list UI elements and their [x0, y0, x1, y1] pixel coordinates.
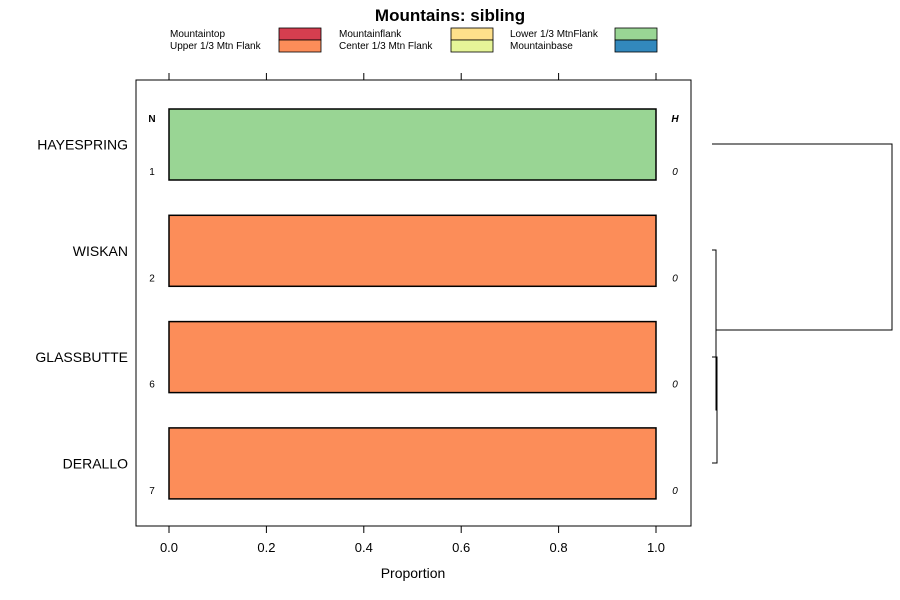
bar-segment-wiskan-upper-1-3-mtn-flank [169, 215, 656, 287]
h-value-derallo: 0 [672, 486, 678, 497]
bar-outline-hayespring [168, 108, 657, 181]
legend-label-mountainbase: Mountainbase [510, 41, 573, 52]
bars-group: HAYESPRING 1 0 WISKAN 2 0 GLASSBUTTE 6 0 DERALLO 7… [35, 108, 678, 500]
legend-swatch-mountainflank [450, 27, 494, 41]
category-label-wiskan: WISKAN [73, 243, 128, 259]
chart-title: Mountains: sibling [375, 6, 525, 25]
x-tick-label: 0.6 [452, 540, 470, 555]
h-value-hayespring: 0 [672, 167, 678, 178]
dendrogram [712, 143, 893, 464]
category-label-derallo: DERALLO [63, 455, 128, 471]
bar-outline-derallo [168, 427, 657, 500]
legend-label-mountainflank: Mountainflank [339, 29, 402, 40]
x-axis-label: Proportion [381, 565, 446, 581]
h-value-wiskan: 0 [672, 273, 678, 284]
n-value-derallo: 7 [149, 486, 155, 497]
dendrogram-branch-hayespring [712, 143, 893, 331]
legend-label-upper-1-3-mtn-flank: Upper 1/3 Mtn Flank [170, 41, 262, 52]
legend-swatch-center-1-3-mtn-flank [450, 39, 494, 53]
x-tick-label: 0.8 [550, 540, 568, 555]
x-tick-label: 0.2 [257, 540, 275, 555]
legend-swatch-lower-1-3-mtnflank [614, 27, 658, 41]
legend-label-center-1-3-mtn-flank: Center 1/3 Mtn Flank [339, 41, 433, 52]
n-value-glassbutte: 6 [149, 380, 155, 391]
legend-label-lower-1-3-mtnflank: Lower 1/3 MtnFlank [510, 29, 599, 40]
legend-swatch-upper-1-3-mtn-flank [278, 39, 322, 53]
x-tick-label: 0.4 [355, 540, 373, 555]
n-column-header: N [148, 114, 155, 125]
legend-swatch-mountainbase [614, 39, 658, 53]
bar-segment-glassbutte-upper-1-3-mtn-flank [169, 321, 656, 393]
category-label-glassbutte: GLASSBUTTE [35, 349, 128, 365]
x-tick-label: 0.0 [160, 540, 178, 555]
plot-frame [135, 79, 692, 527]
category-label-hayespring: HAYESPRING [37, 137, 128, 153]
h-value-glassbutte: 0 [672, 380, 678, 391]
x-tick-label: 1.0 [647, 540, 665, 555]
bar-outline-glassbutte [168, 320, 657, 394]
bar-segment-hayespring-lower-1-3-mtnflank [169, 109, 656, 180]
legend-label-mountaintop: Mountaintop [170, 29, 225, 40]
bar-segment-derallo-upper-1-3-mtn-flank [169, 427, 656, 499]
n-value-wiskan: 2 [149, 273, 155, 284]
bar-outline-wiskan [168, 214, 657, 288]
h-column-header: H [671, 114, 679, 125]
x-axis: 0.0 0.2 0.4 0.6 0.8 1.0 [160, 73, 665, 555]
legend-swatch-mountaintop [278, 27, 322, 41]
n-value-hayespring: 1 [149, 167, 155, 178]
